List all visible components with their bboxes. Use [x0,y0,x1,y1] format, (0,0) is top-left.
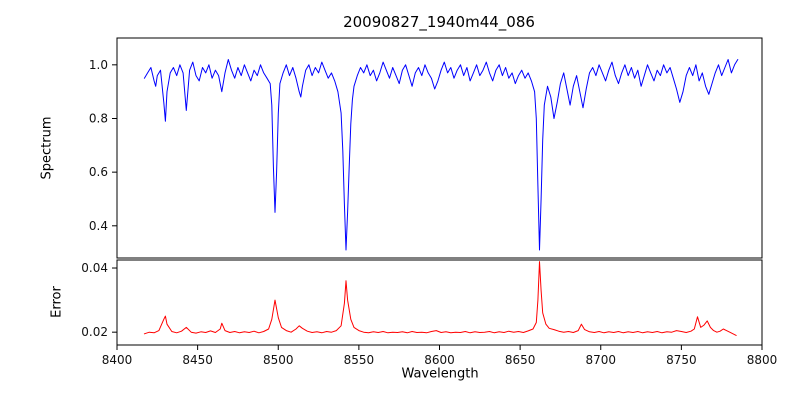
y-tick-label: 0.8 [89,111,108,125]
y-tick-label: 0.02 [81,325,108,339]
x-tick-label: 8550 [344,353,375,367]
y-tick-label: 0.6 [89,165,108,179]
x-tick-label: 8700 [585,353,616,367]
x-tick-label: 8650 [505,353,536,367]
x-tick-label: 8500 [263,353,294,367]
chart-title: 20090827_1940m44_086 [343,13,535,31]
y-tick-label: 0.4 [89,219,108,233]
spectrum-axis-label: Spectrum [39,116,55,180]
y-tick-label: 0.04 [81,261,108,275]
x-tick-label: 8600 [424,353,455,367]
y-tick-label: 1.0 [89,58,108,72]
error-axis-label: Error [49,286,65,318]
spectrum-line [143,59,739,251]
spectrum-panel-border [116,37,763,259]
error-line [143,261,737,336]
x-tick-label: 8450 [182,353,213,367]
x-tick-label: 8800 [747,353,778,367]
x-tick-label: 8400 [102,353,133,367]
x-tick-label: 8750 [666,353,697,367]
wavelength-axis-label: Wavelength [401,366,479,382]
